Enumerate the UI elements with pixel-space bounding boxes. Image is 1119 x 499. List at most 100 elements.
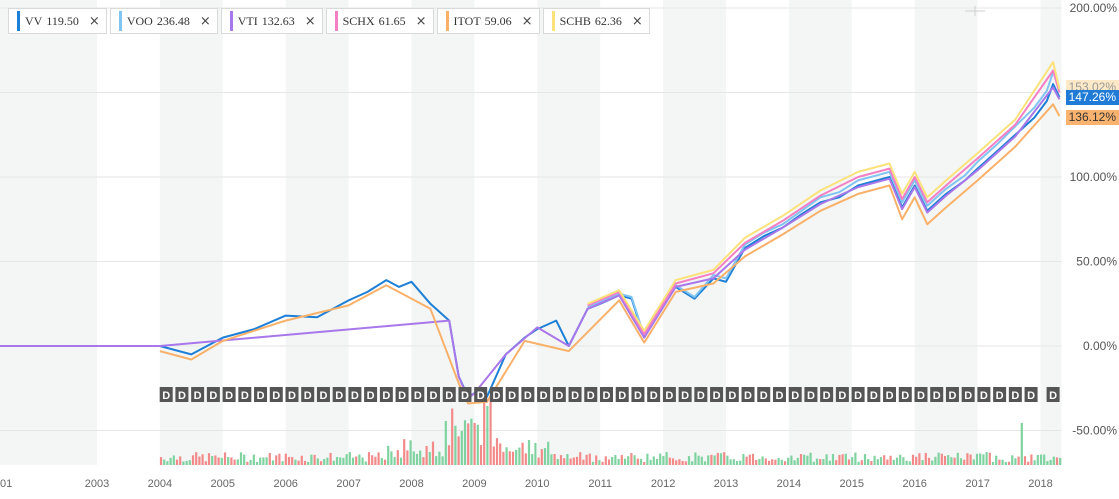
volume-bar xyxy=(716,452,719,465)
x-tick-label: 2012 xyxy=(651,478,675,490)
legend-chip-voo[interactable]: VOO 236.48 × xyxy=(109,8,218,34)
volume-bar xyxy=(985,452,988,465)
volume-bar xyxy=(211,455,214,465)
volume-bar xyxy=(617,458,620,465)
volume-bar xyxy=(771,459,774,465)
dividend-marker-label: D xyxy=(461,390,469,402)
volume-bar xyxy=(435,456,438,465)
volume-bar xyxy=(159,457,163,465)
dividend-marker-label: D xyxy=(650,390,658,402)
volume-bar xyxy=(412,451,415,465)
dividend-marker xyxy=(505,387,519,402)
volume-bar xyxy=(902,457,905,465)
dividend-marker xyxy=(710,387,724,402)
volume-bar xyxy=(1027,461,1030,465)
dividend-marker-label: D xyxy=(744,390,752,402)
dividend-marker xyxy=(694,387,708,402)
volume-bar xyxy=(179,456,182,465)
close-icon[interactable]: × xyxy=(199,13,211,29)
dividend-marker xyxy=(521,387,535,402)
volume-bar xyxy=(847,459,851,465)
close-icon[interactable]: × xyxy=(521,13,533,29)
volume-bar xyxy=(447,445,451,465)
volume-bar xyxy=(732,459,735,465)
dividend-marker xyxy=(772,387,786,402)
volume-bar xyxy=(339,457,342,465)
volume-bar xyxy=(559,455,563,465)
volume-bar xyxy=(438,451,441,465)
legend-chip-schx[interactable]: SCHX 61.65 × xyxy=(325,8,434,34)
legend-chip-itot[interactable]: ITOT 59.06 × xyxy=(436,8,540,34)
volume-bar xyxy=(259,457,262,465)
volume-bar xyxy=(367,452,371,465)
y-tick-label: 100.00% xyxy=(1070,170,1118,184)
volume-bar xyxy=(777,457,780,465)
dividend-marker-label: D xyxy=(430,390,438,402)
volume-bar xyxy=(697,455,700,465)
volume-bar xyxy=(460,430,463,465)
volume-bar xyxy=(867,459,870,465)
crosshair-toggle-icon[interactable] xyxy=(965,6,985,16)
dividend-marker xyxy=(615,387,629,402)
volume-bar xyxy=(371,455,374,465)
volume-bar xyxy=(633,455,636,465)
volume-bar xyxy=(483,397,486,465)
close-icon[interactable]: × xyxy=(415,13,427,29)
volume-bar xyxy=(710,454,713,465)
volume-bar xyxy=(687,456,691,465)
volume-bar xyxy=(1052,456,1055,465)
volume-bar xyxy=(825,454,828,465)
volume-bar xyxy=(294,459,297,465)
volume-bar xyxy=(723,452,726,465)
dividend-marker-label: D xyxy=(508,390,516,402)
volume-bar xyxy=(345,454,348,465)
volume-bar xyxy=(851,457,854,465)
volume-bar xyxy=(639,458,643,465)
volume-bar xyxy=(905,460,908,465)
close-icon[interactable]: × xyxy=(304,13,316,29)
close-icon[interactable]: × xyxy=(631,13,643,29)
dividend-marker-label: D xyxy=(697,390,705,402)
legend-chip-schb[interactable]: SCHB 62.36 × xyxy=(542,8,650,34)
dividend-marker xyxy=(411,387,425,402)
volume-bar xyxy=(569,458,572,465)
volume-bar xyxy=(793,460,796,465)
dividend-marker xyxy=(489,387,503,402)
volume-bar xyxy=(383,459,387,465)
dividend-marker-label: D xyxy=(854,390,862,402)
volume-bar xyxy=(969,454,972,465)
volume-bar xyxy=(735,461,739,465)
dividend-marker xyxy=(898,387,912,402)
volume-bar xyxy=(492,446,495,465)
volume-bar xyxy=(470,418,473,465)
volume-bar xyxy=(1017,456,1020,465)
volume-bar xyxy=(265,457,268,465)
y-tick-label: 200.00% xyxy=(1070,1,1118,15)
volume-bar xyxy=(649,459,652,465)
volume-bar xyxy=(166,461,169,465)
legend-chip-vti[interactable]: VTI 132.63 × xyxy=(220,8,323,34)
volume-bar xyxy=(675,460,678,465)
volume-bar xyxy=(895,457,899,465)
legend-chip-vv[interactable]: VV 119.50 × xyxy=(8,8,107,34)
volume-bar xyxy=(812,461,815,465)
close-icon[interactable]: × xyxy=(88,13,100,29)
dividend-marker-label: D xyxy=(194,390,202,402)
dividend-marker-label: D xyxy=(524,390,532,402)
dividend-marker-label: D xyxy=(870,390,878,402)
legend-value: 119.50 xyxy=(46,13,79,28)
dividend-marker xyxy=(741,387,755,402)
volume-bar xyxy=(623,458,627,465)
volume-bar xyxy=(899,454,902,465)
volume-bar xyxy=(163,459,166,465)
volume-bar xyxy=(515,449,518,465)
volume-bar xyxy=(169,457,172,465)
volume-bar xyxy=(956,452,959,465)
volume-bar xyxy=(915,456,918,465)
x-tick-label: 2014 xyxy=(777,478,801,490)
dividend-marker-label: D xyxy=(964,390,972,402)
volume-bar xyxy=(505,447,508,465)
volume-bar xyxy=(335,457,339,465)
